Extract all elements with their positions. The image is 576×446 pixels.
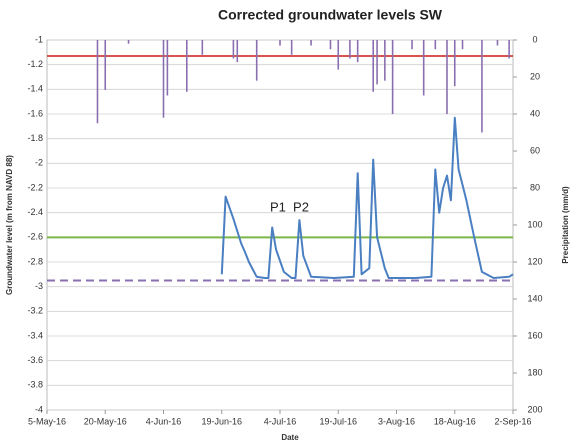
y2-tick-label: 40 xyxy=(530,108,540,118)
x-tick-label: 19-Jul-16 xyxy=(319,416,357,426)
precipitation-bar xyxy=(279,40,281,46)
precipitation-bar xyxy=(127,40,130,44)
precipitation-bar xyxy=(96,40,99,124)
x-tick-label: 3-Aug-16 xyxy=(378,416,415,426)
precipitation-bar xyxy=(461,40,464,50)
precipitation-bar xyxy=(337,40,340,70)
groundwater-line xyxy=(220,116,514,279)
precipitation-bar xyxy=(166,40,169,96)
precipitation-bar xyxy=(104,40,107,90)
x-tick-label: 5-May-16 xyxy=(28,416,66,426)
x-tick-label: 18-Aug-16 xyxy=(434,416,476,426)
precipitation-bar xyxy=(434,40,437,50)
y-tick-label: -4 xyxy=(35,404,43,414)
precipitation-bar xyxy=(232,40,235,59)
precipitation-bar xyxy=(329,40,332,50)
x-tick-label: 19-Jun-16 xyxy=(201,416,242,426)
annotation: P1 xyxy=(270,199,286,214)
y2-tick-label: 60 xyxy=(530,145,540,155)
precipitation-bar xyxy=(411,40,413,50)
precipitation-bar xyxy=(508,40,510,59)
y2-tick-label: 180 xyxy=(527,367,542,377)
y-tick-label: -1.2 xyxy=(27,59,43,69)
y2-tick-label: 200 xyxy=(527,404,542,414)
precipitation-bar xyxy=(255,40,258,81)
y2-tick-label: 160 xyxy=(527,330,542,340)
y-tick-label: -1.4 xyxy=(27,84,43,94)
y-tick-label: -1.8 xyxy=(27,133,43,143)
precipitation-bar xyxy=(201,40,204,55)
precipitation-bar xyxy=(290,40,293,55)
x-tick-label: 2-Sep-16 xyxy=(494,416,531,426)
y-axis-label: Groundwater level (m from NAVD 88) xyxy=(5,155,14,295)
precipitation-bar xyxy=(453,40,456,87)
precipitation-bar xyxy=(310,40,312,46)
y-tick-label: -1 xyxy=(35,34,43,44)
x-tick-label: 4-Jul-16 xyxy=(264,416,297,426)
chart-title: Corrected groundwater levels SW xyxy=(218,7,443,23)
precipitation-bar xyxy=(496,40,499,46)
x-tick-label: 4-Jun-16 xyxy=(146,416,182,426)
y-tick-label: -3.2 xyxy=(27,306,43,316)
precipitation-bar xyxy=(446,40,448,114)
y2-tick-label: 120 xyxy=(527,256,542,266)
y2-tick-label: 0 xyxy=(532,34,537,44)
y-tick-label: -3.4 xyxy=(27,330,43,340)
precipitation-bar xyxy=(422,40,425,96)
annotation: P2 xyxy=(293,199,309,214)
precipitation-bar xyxy=(186,40,188,92)
y-tick-label: -3.6 xyxy=(27,355,43,365)
precipitation-bar xyxy=(481,40,483,133)
precipitation-bar xyxy=(356,40,359,63)
y2-tick-label: 140 xyxy=(527,293,542,303)
precipitation-bar xyxy=(236,40,239,63)
plot-frame xyxy=(46,39,514,411)
y-tick-label: -2.6 xyxy=(27,232,43,242)
y-tick-label: -3 xyxy=(35,281,43,291)
y2-tick-label: 20 xyxy=(530,71,540,81)
y-tick-label: -1.6 xyxy=(27,108,43,118)
precipitation-bar xyxy=(384,40,386,81)
x-tick-label: 20-May-16 xyxy=(84,416,127,426)
precipitation-bar xyxy=(162,40,165,118)
x-axis-label: Date xyxy=(281,433,299,442)
y-tick-label: -2.2 xyxy=(27,182,43,192)
precipitation-bar xyxy=(349,40,351,59)
precipitation-bar xyxy=(391,40,394,114)
y-tick-label: -2.8 xyxy=(27,256,43,266)
precipitation-bar xyxy=(372,40,374,92)
y-tick-label: -3.8 xyxy=(27,380,43,390)
y2-tick-label: 100 xyxy=(527,219,542,229)
y2-tick-label: 80 xyxy=(530,182,540,192)
y2-axis-label: Precipitation (mm/d) xyxy=(561,186,570,264)
precipitation-bar xyxy=(376,40,378,85)
y-tick-label: -2.4 xyxy=(27,207,43,217)
y-tick-label: -2 xyxy=(35,158,43,168)
